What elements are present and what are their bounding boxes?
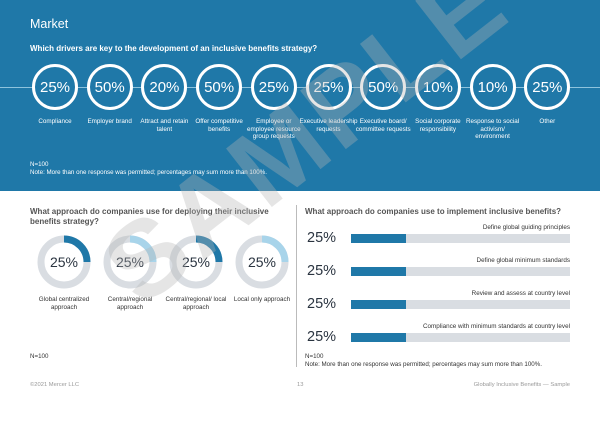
- driver-percentage: 25%: [305, 64, 352, 110]
- implement-note: N=100 Note: More than one response was p…: [305, 353, 542, 369]
- donut-arc: [235, 235, 289, 289]
- footer-page-number: 13: [297, 382, 304, 388]
- implement-question: What approach do companies use to implem…: [305, 207, 562, 216]
- implement-label: Define global minimum standards: [476, 257, 570, 264]
- drivers-banner: Market Which drivers are key to the deve…: [0, 0, 600, 191]
- driver-label: Executive leadership requests: [299, 118, 358, 133]
- implement-bar: [351, 234, 406, 243]
- driver-label: Other: [539, 118, 556, 125]
- driver-label: Social corporate responsibility: [415, 118, 461, 133]
- driver-label: Attract and retain talent: [140, 118, 189, 133]
- drivers-question: Which drivers are key to the development…: [30, 44, 318, 53]
- deploy-question: What approach do companies use for deplo…: [30, 207, 269, 226]
- driver-percentage: 10%: [469, 64, 516, 110]
- driver-percentage: 50%: [196, 64, 243, 110]
- implement-bar: [351, 300, 406, 309]
- implement-footnote: Note: More than one response was permitt…: [305, 360, 542, 368]
- driver-percentage: 20%: [141, 64, 188, 110]
- donut-arc: [37, 235, 91, 289]
- driver-label: Compliance: [38, 118, 72, 125]
- deploy-donut: [169, 235, 223, 289]
- footer-copyright: ©2021 Mercer LLC: [30, 382, 80, 388]
- donut-label: Central/regional approach: [107, 296, 153, 311]
- driver-label: Offer competitive benefits: [195, 118, 243, 133]
- deploy-donut: [103, 235, 157, 289]
- donut-percentage: 25%: [181, 254, 211, 270]
- driver-percentage: 10%: [414, 64, 461, 110]
- driver-percentage: 25%: [32, 64, 78, 110]
- driver-percentage: 25%: [524, 64, 571, 110]
- donut-percentage: 25%: [115, 254, 145, 270]
- footer-title: Globally Inclusive Benefits — Sample: [473, 382, 570, 388]
- column-divider: [296, 205, 297, 367]
- implement-percentage: 25%: [307, 329, 337, 345]
- drivers-note: N=100 Note: More than one response was p…: [30, 161, 267, 177]
- donut-label: Global centralized approach: [38, 296, 90, 311]
- driver-label: Executive board/ committee requests: [355, 118, 411, 133]
- drivers-footnote: Note: More than one response was permitt…: [30, 168, 267, 176]
- implement-sample-size: N=100: [305, 353, 324, 360]
- donut-label: Local only approach: [233, 296, 291, 303]
- implement-bar-track: [351, 234, 570, 243]
- implement-bar-track: [351, 300, 570, 309]
- section-title: Market: [30, 17, 69, 31]
- donut-label: Central/regional/ local approach: [165, 296, 227, 311]
- donut-percentage: 25%: [49, 254, 79, 270]
- implement-percentage: 25%: [307, 230, 337, 246]
- implement-bar: [351, 333, 406, 342]
- driver-percentage: 50%: [86, 64, 133, 110]
- deploy-sample-size: N=100: [30, 353, 49, 360]
- driver-label: Response to social activism/ environment: [465, 118, 520, 141]
- implement-bar-track: [351, 333, 570, 342]
- implement-percentage: 25%: [307, 296, 337, 312]
- driver-label: Employer brand: [87, 118, 132, 125]
- implement-percentage: 25%: [307, 263, 337, 279]
- driver-label: Employee or employee resource group requ…: [247, 118, 301, 141]
- donut-arc: [103, 235, 157, 289]
- driver-percentage: 50%: [360, 64, 407, 110]
- drivers-connector-line: [0, 87, 600, 88]
- implement-label: Define global guiding principles: [482, 224, 570, 231]
- donut-arc: [169, 235, 223, 289]
- implement-bar-track: [351, 267, 570, 276]
- implement-bar: [351, 267, 406, 276]
- donut-percentage: 25%: [247, 254, 277, 270]
- implement-label: Review and assess at country level: [471, 290, 570, 297]
- driver-percentage: 25%: [250, 64, 297, 110]
- drivers-sample-size: N=100: [30, 161, 49, 168]
- implement-label: Compliance with minimum standards at cou…: [423, 323, 570, 330]
- deploy-donut: [235, 235, 289, 289]
- deploy-donut: [37, 235, 91, 289]
